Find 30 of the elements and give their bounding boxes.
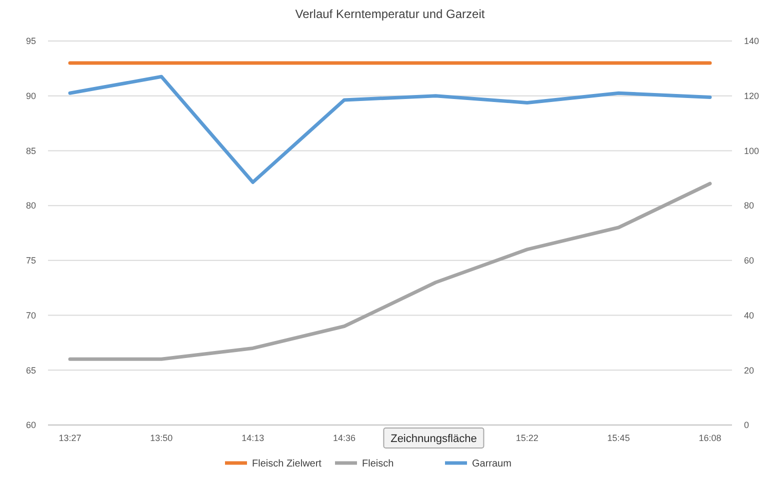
legend-label: Garraum: [472, 458, 512, 470]
y2-tick-label: 80: [744, 200, 754, 211]
y2-tick-label: 60: [744, 256, 754, 266]
text: Zeichnungsfläche: [390, 433, 477, 445]
x-tick-label: 13:27: [58, 433, 82, 443]
y2-tick-label: 140: [744, 36, 760, 46]
x-tick-label: 14:36: [333, 433, 356, 443]
line-series: [68, 74, 712, 184]
y-tick-label: 90: [26, 91, 36, 102]
y-tick-label: 70: [26, 310, 36, 320]
legend-label: Fleisch Zielwert: [252, 458, 322, 470]
y-tick-label: 65: [26, 365, 36, 376]
line-series: [68, 182, 712, 361]
chart-title: Verlauf Kerntemperatur und Garzeit: [295, 7, 486, 21]
y2-tick-label: 20: [744, 365, 754, 376]
x-tick-label: 13:50: [150, 433, 173, 443]
x-tick-label: 15:45: [607, 433, 630, 443]
y-tick-label: 85: [26, 146, 36, 156]
y-tick-label: 60: [26, 420, 36, 430]
y2-tick-label: 40: [744, 310, 754, 320]
x-tick-label: 14:13: [242, 433, 264, 443]
x-tick-label: 16:08: [698, 433, 722, 443]
y-tick-label: 80: [26, 200, 36, 211]
y2-tick-label: 100: [744, 146, 760, 156]
y-tick-label: 75: [26, 256, 36, 266]
legend-label: Fleisch: [362, 458, 394, 470]
y2-tick-label: 120: [744, 91, 760, 102]
x-tick-label: 15:22: [516, 433, 538, 443]
y-tick-label: 95: [26, 36, 36, 46]
y2-tick-label: 0: [744, 420, 750, 430]
